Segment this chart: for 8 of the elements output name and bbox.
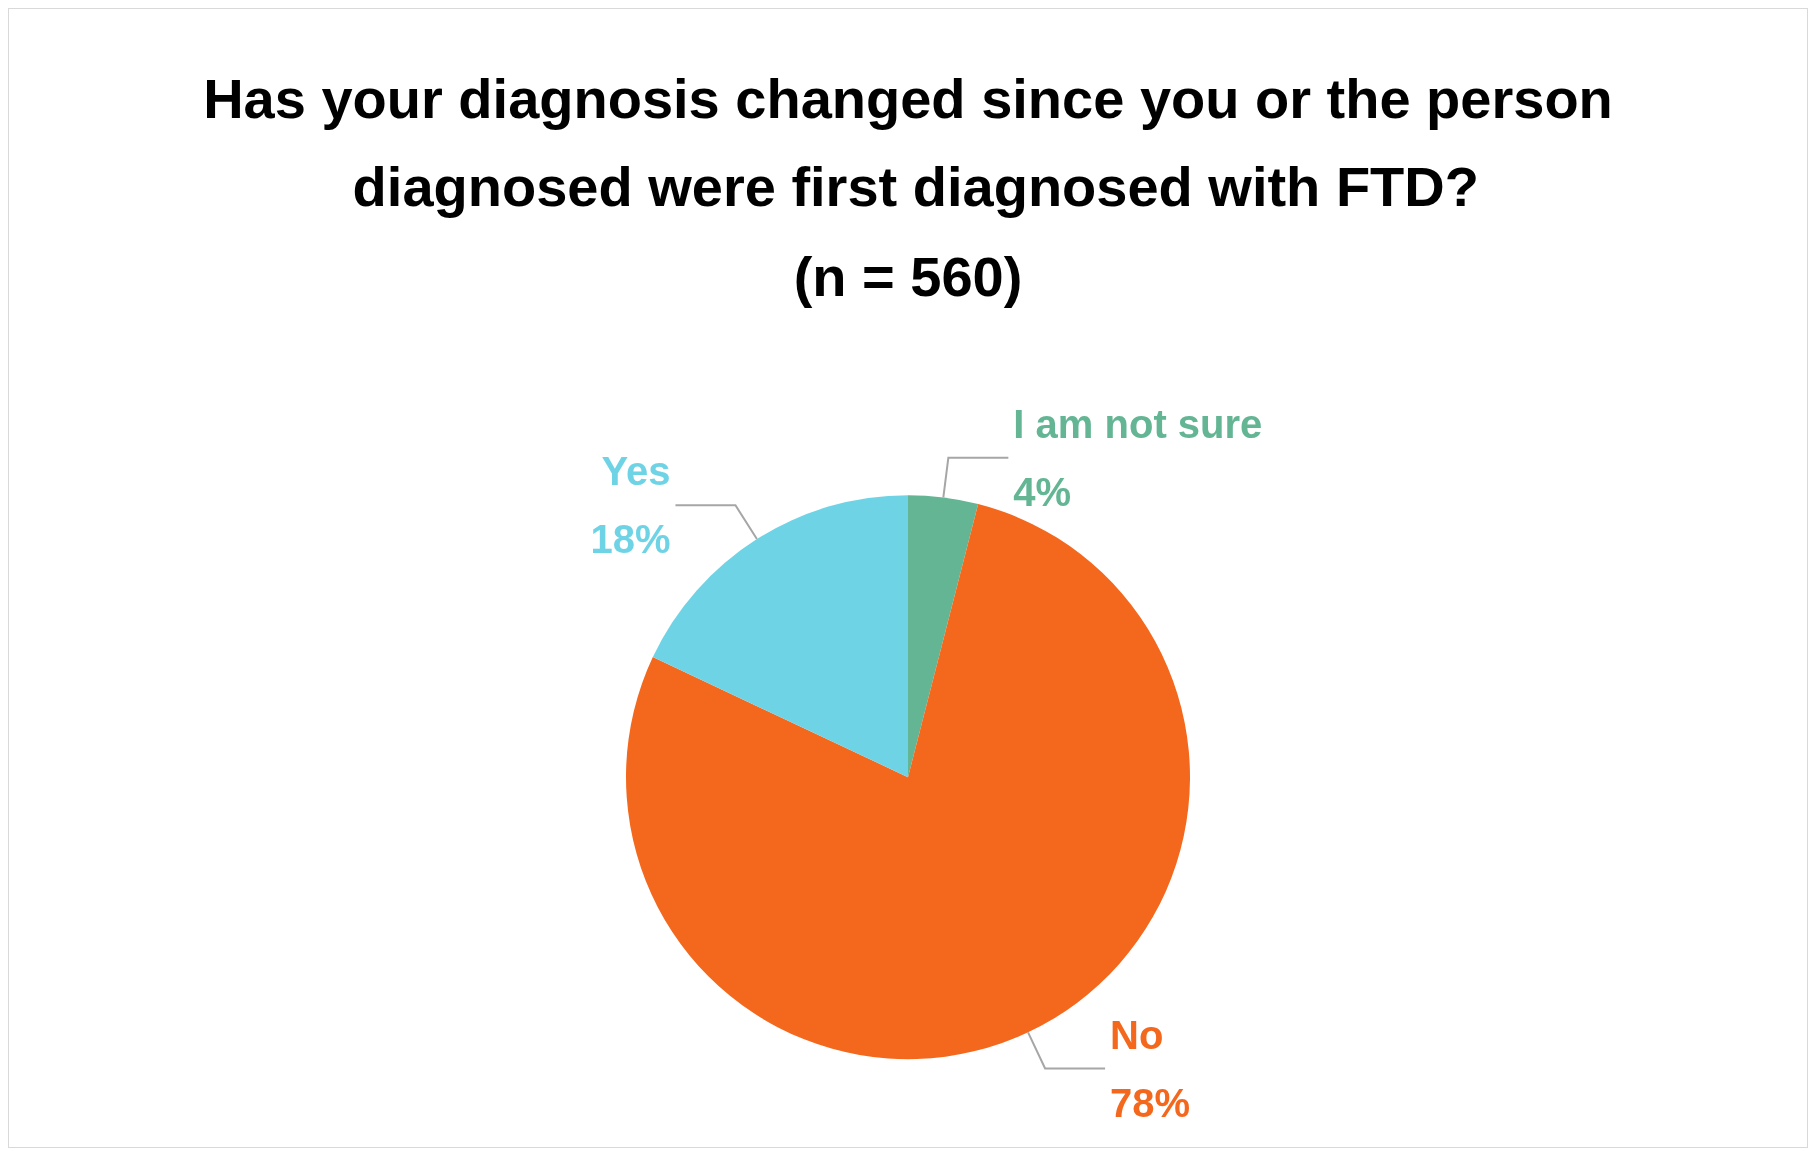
data-label: 4% <box>1013 469 1072 514</box>
data-label: 18% <box>590 517 671 562</box>
chart-subtitle: (n = 560) <box>793 244 1023 308</box>
slice-label: No <box>1110 1012 1164 1057</box>
chart-title: Has your diagnosis changed since you or the person diagnosed were first diagnosed with FTD? <box>203 66 1613 218</box>
slice-label: Yes <box>601 449 671 494</box>
data-label: 78% <box>1110 1080 1191 1125</box>
slice-label: I am not sure <box>1013 401 1263 446</box>
